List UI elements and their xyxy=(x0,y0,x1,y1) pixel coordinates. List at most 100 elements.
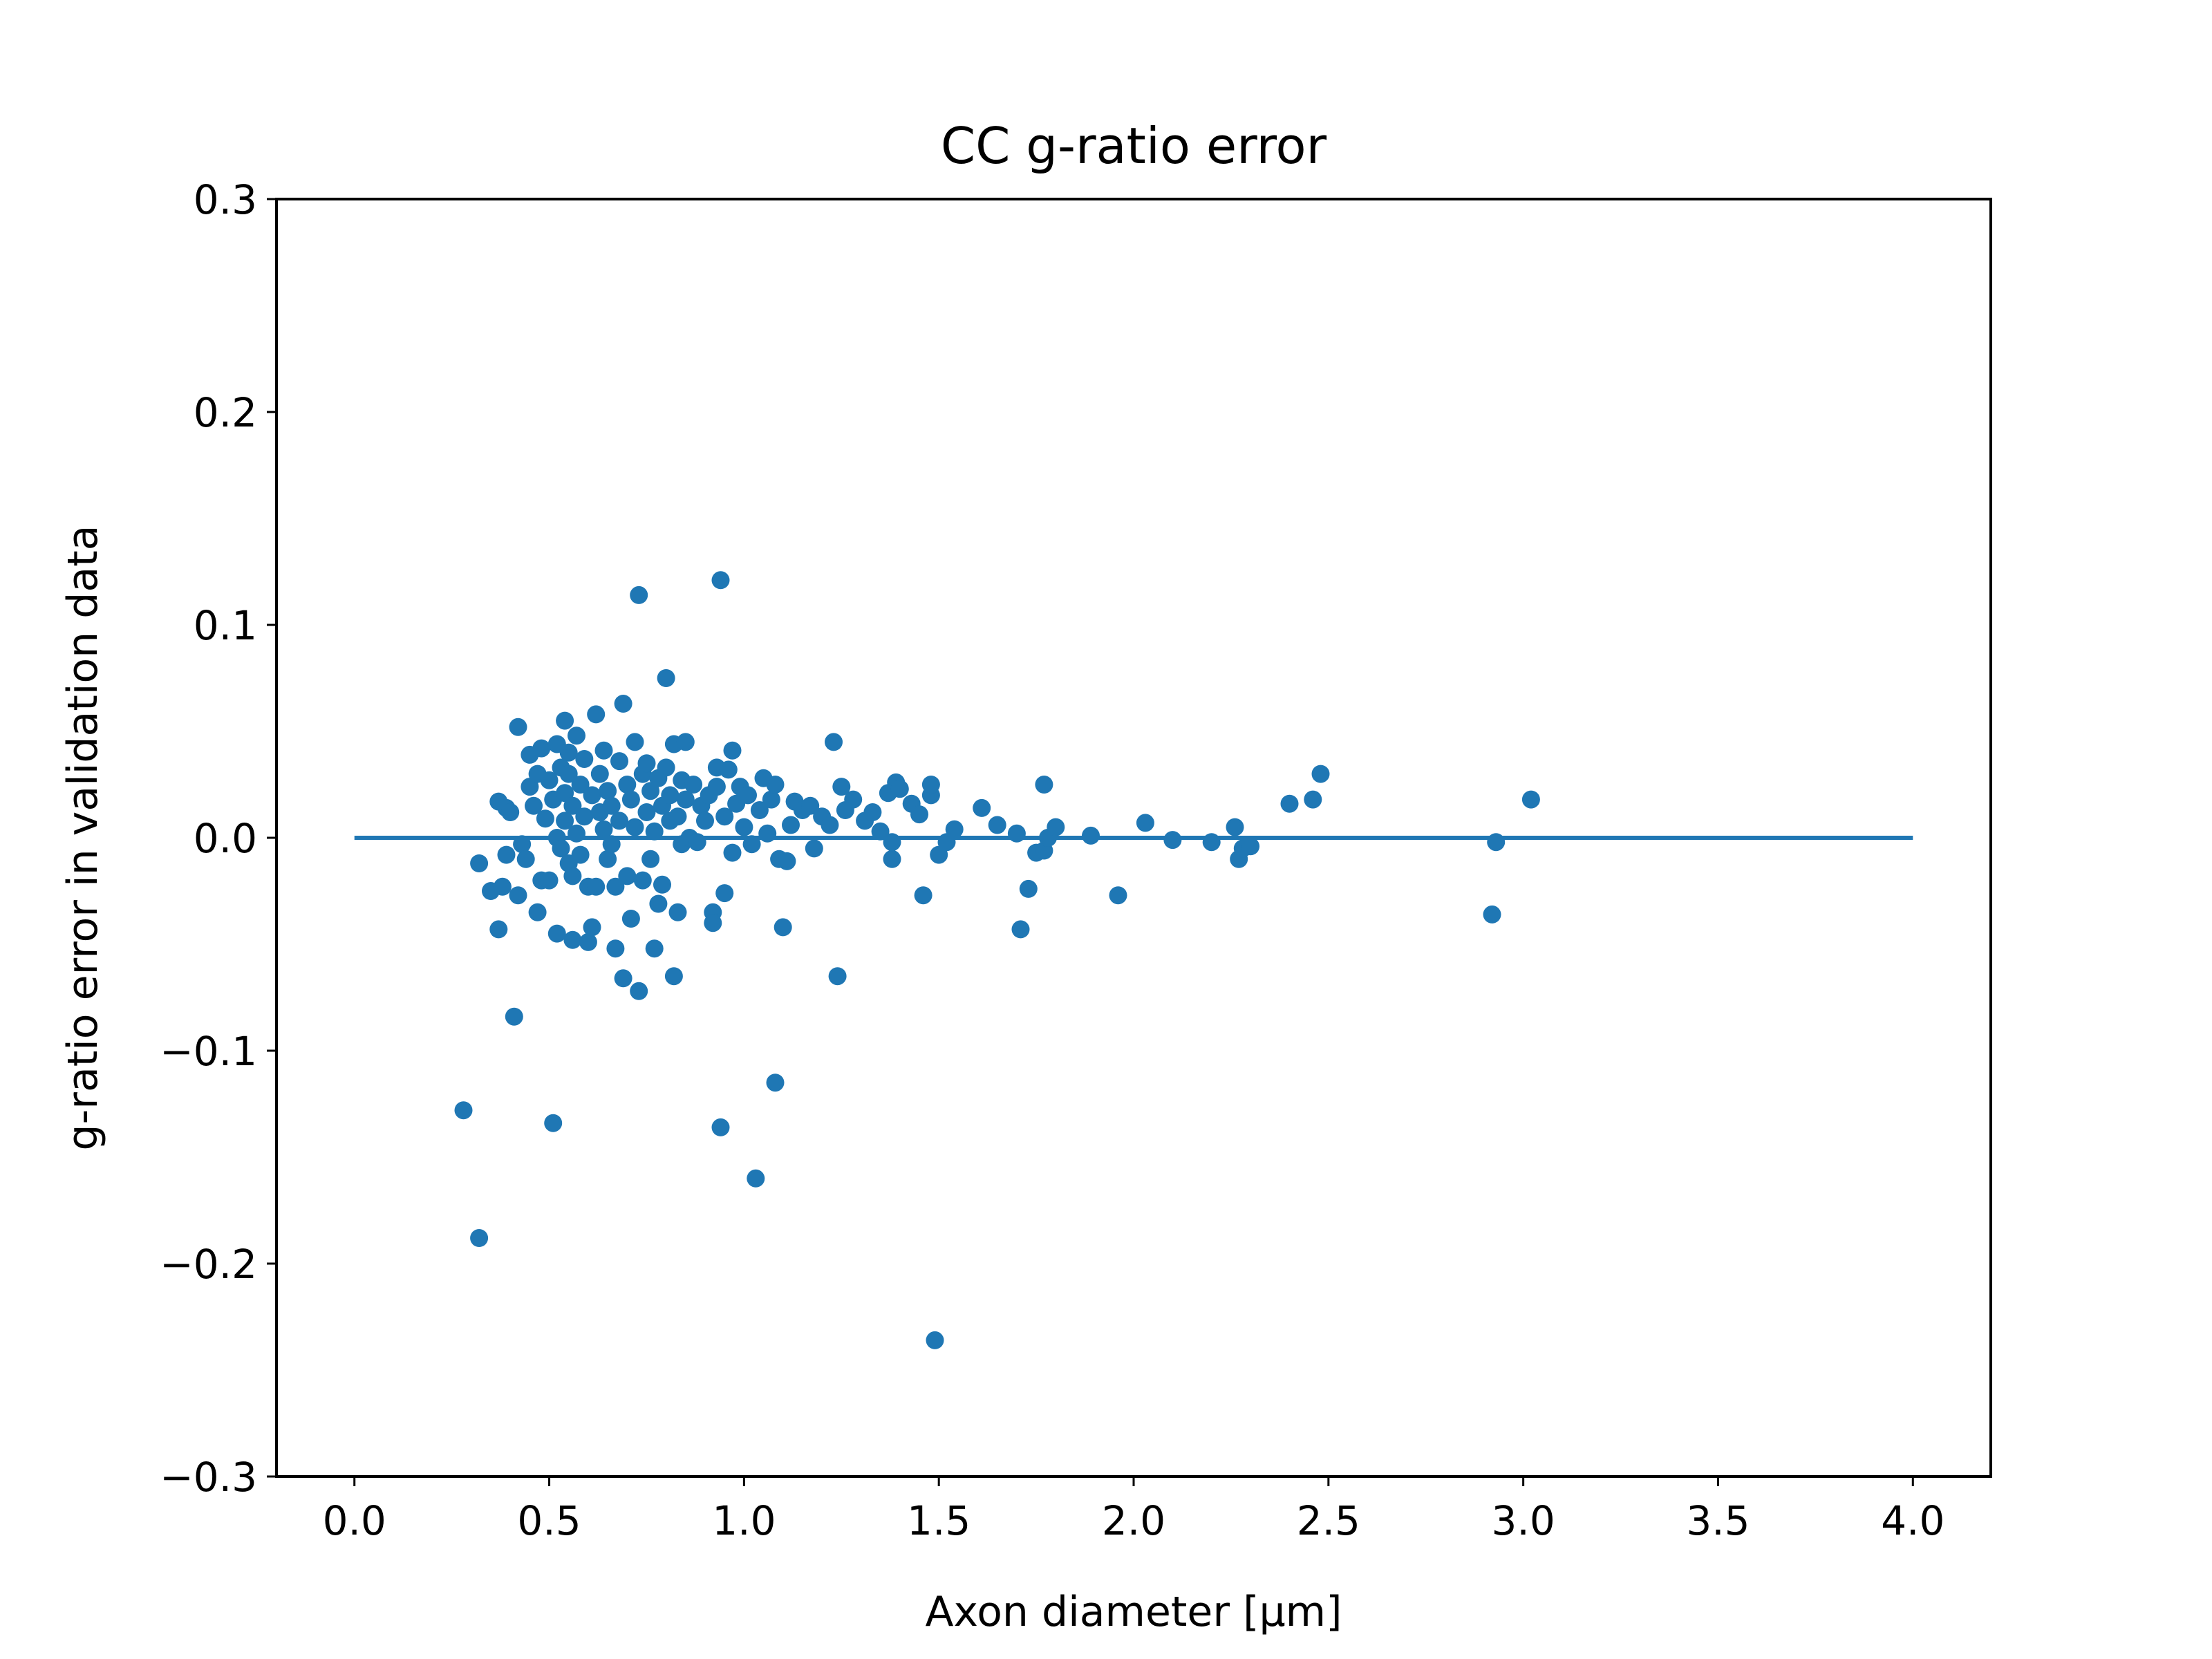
data-point-103 xyxy=(696,812,714,830)
x-tick-label: 3.5 xyxy=(1686,1497,1750,1544)
data-point-67 xyxy=(618,776,637,794)
data-point-163 xyxy=(1011,920,1030,939)
data-point-29 xyxy=(547,924,566,943)
data-point-169 xyxy=(1047,818,1065,836)
data-point-113 xyxy=(719,760,738,779)
data-point-153 xyxy=(914,886,932,905)
data-point-156 xyxy=(926,1331,944,1349)
data-point-108 xyxy=(707,778,726,796)
data-point-137 xyxy=(821,816,839,834)
data-point-172 xyxy=(1136,814,1154,832)
y-tick-label: −0.3 xyxy=(160,1454,257,1501)
data-point-159 xyxy=(945,820,964,838)
data-point-160 xyxy=(973,798,991,817)
y-tick-label: 0.0 xyxy=(194,815,257,862)
data-point-130 xyxy=(778,852,796,870)
data-point-34 xyxy=(556,812,574,830)
data-point-121 xyxy=(747,1169,765,1188)
x-axis: 0.0 0.5 1.0 1.5 2.0 2.5 3.0 3.5 4.0 xyxy=(323,1477,1944,1544)
y-tick-label: 0.2 xyxy=(194,389,257,436)
data-point-92 xyxy=(664,967,683,986)
data-point-106 xyxy=(704,914,722,932)
data-point-125 xyxy=(762,790,780,809)
data-point-126 xyxy=(766,776,785,794)
data-point-63 xyxy=(610,752,628,771)
data-point-12 xyxy=(509,886,527,905)
data-point-53 xyxy=(590,765,609,783)
data-point-150 xyxy=(890,780,909,798)
data-point-175 xyxy=(1226,818,1244,836)
data-point-74 xyxy=(630,585,648,604)
chart-title: CC g-ratio error xyxy=(941,117,1327,175)
data-point-43 xyxy=(571,776,590,794)
data-point-32 xyxy=(556,711,574,730)
data-point-152 xyxy=(910,805,928,824)
data-point-44 xyxy=(571,845,590,864)
data-point-58 xyxy=(599,782,617,800)
data-point-114 xyxy=(723,741,742,760)
data-point-52 xyxy=(587,877,606,896)
x-tick-label: 2.5 xyxy=(1297,1497,1360,1544)
data-point-144 xyxy=(863,803,882,821)
data-point-178 xyxy=(1241,837,1260,856)
data-point-21 xyxy=(532,739,551,758)
data-point-138 xyxy=(825,733,843,751)
data-point-59 xyxy=(602,796,621,815)
y-tick-label: 0.3 xyxy=(194,176,257,223)
x-axis-label: Axon diameter [µm] xyxy=(925,1588,1342,1636)
data-point-49 xyxy=(583,786,601,805)
data-point-37 xyxy=(559,765,578,783)
data-point-11 xyxy=(509,718,527,736)
data-point-179 xyxy=(1280,794,1299,813)
data-point-41 xyxy=(568,727,585,745)
data-point-0 xyxy=(454,1101,473,1120)
data-point-173 xyxy=(1163,831,1182,850)
data-point-109 xyxy=(711,1118,730,1136)
data-point-69 xyxy=(621,790,640,809)
data-point-166 xyxy=(1035,776,1053,794)
data-point-90 xyxy=(661,786,679,805)
data-point-170 xyxy=(1082,826,1100,845)
data-point-135 xyxy=(805,839,823,858)
data-point-51 xyxy=(587,705,606,724)
data-point-115 xyxy=(723,843,742,862)
data-point-84 xyxy=(649,894,668,913)
data-point-4 xyxy=(489,920,508,939)
data-point-181 xyxy=(1311,765,1330,783)
data-point-131 xyxy=(782,816,800,834)
data-point-66 xyxy=(614,969,632,988)
data-point-88 xyxy=(657,669,675,687)
x-tick-label: 2.0 xyxy=(1102,1497,1165,1544)
data-point-184 xyxy=(1521,790,1540,809)
data-point-50 xyxy=(583,918,601,937)
data-point-35 xyxy=(559,743,578,762)
y-tick-label: 0.1 xyxy=(194,602,257,649)
data-point-62 xyxy=(606,939,625,958)
data-point-134 xyxy=(801,796,820,815)
data-point-57 xyxy=(599,850,617,868)
x-tick-label: 0.5 xyxy=(517,1497,581,1544)
data-point-171 xyxy=(1109,886,1127,905)
data-point-127 xyxy=(766,1074,785,1092)
data-point-140 xyxy=(832,778,851,796)
data-point-182 xyxy=(1483,905,1501,924)
data-point-14 xyxy=(516,850,535,868)
data-point-78 xyxy=(637,754,656,773)
data-point-45 xyxy=(575,750,594,768)
data-point-139 xyxy=(828,967,847,986)
data-point-48 xyxy=(579,932,597,951)
data-point-72 xyxy=(626,818,644,836)
data-point-65 xyxy=(614,695,632,713)
data-point-68 xyxy=(618,867,637,885)
data-point-79 xyxy=(641,850,660,868)
y-tick-label: −0.2 xyxy=(160,1241,257,1288)
data-point-94 xyxy=(668,807,687,826)
x-tick-label: 1.5 xyxy=(907,1497,971,1544)
data-point-98 xyxy=(676,790,695,809)
data-point-87 xyxy=(657,758,675,777)
data-point-122 xyxy=(750,801,769,819)
data-point-46 xyxy=(575,807,594,826)
data-point-180 xyxy=(1304,790,1322,809)
